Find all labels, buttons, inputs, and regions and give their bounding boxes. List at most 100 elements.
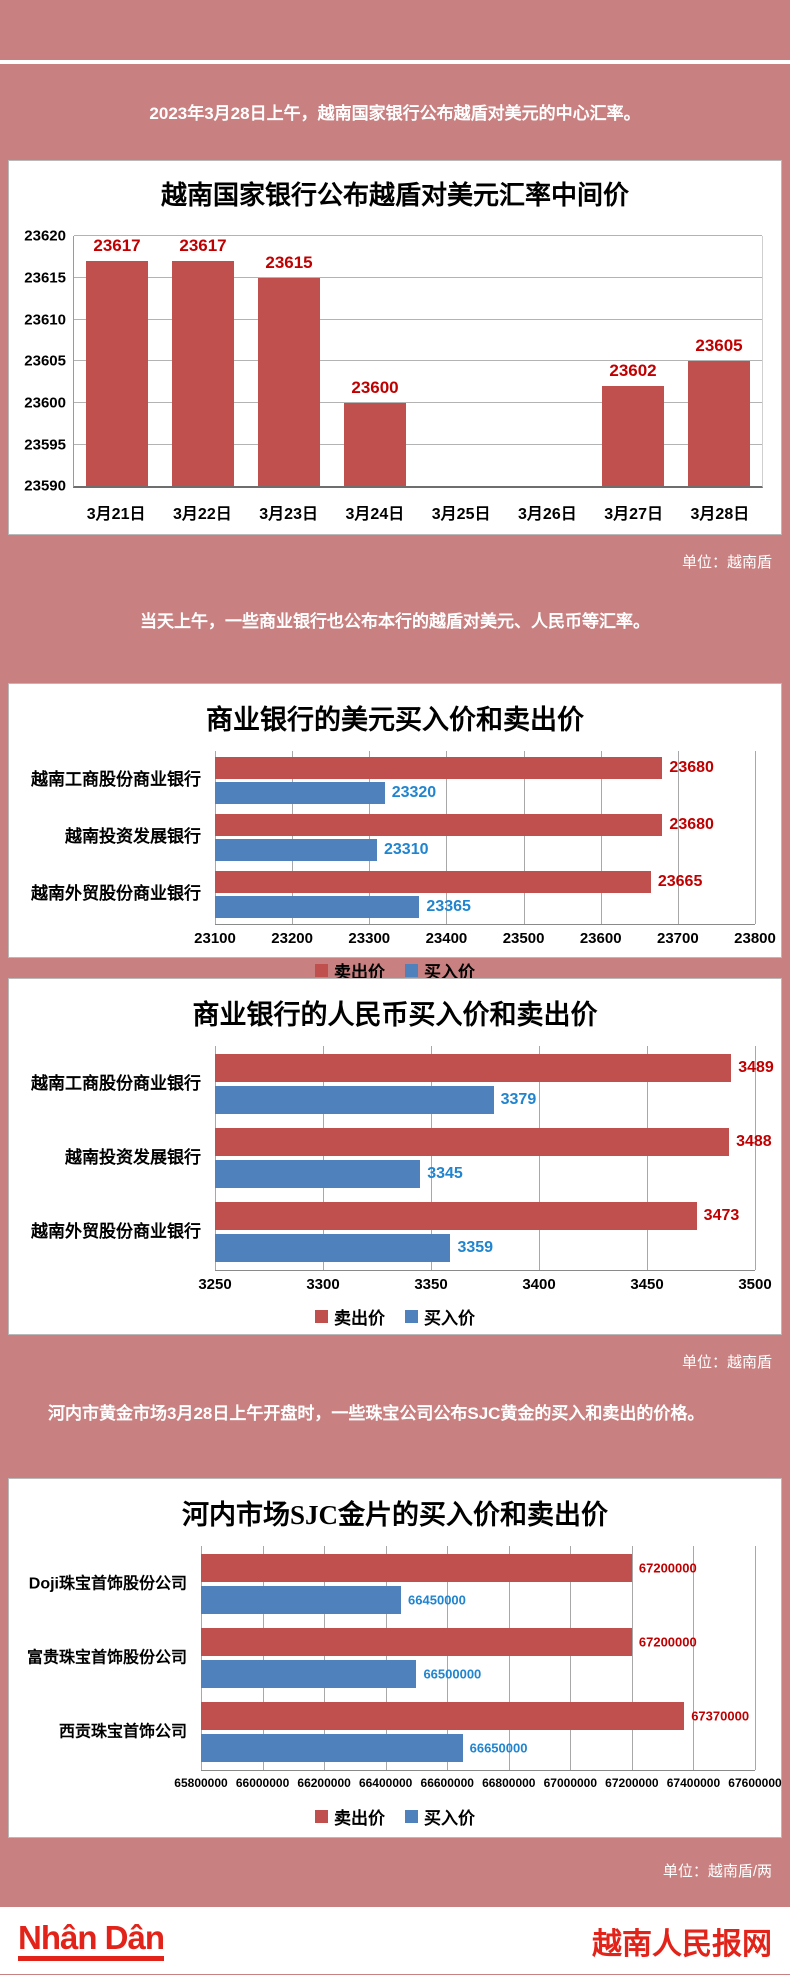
- plot-area: Doji珠宝首饰股份公司 67200000 66450000 富贵珠宝首饰股份公司 67…: [27, 1546, 756, 1772]
- x-axis-labels: 3250 3300 3350 3400 3450 3500: [198, 1275, 771, 1298]
- buy-value-label: 23310: [384, 840, 429, 858]
- buy-bar: 23310: [215, 838, 429, 861]
- plot-wrapper: 越南工商股份商业银行 3489 3379 越南投资发展银行 3488 3345 越南外贸股份…: [31, 1045, 774, 1298]
- sell-bar: 23680: [215, 813, 714, 836]
- x-axis-labels: 23100 23200 23300 23400 23500 23600 23700 23800: [194, 929, 776, 952]
- bar-3月27日: [602, 386, 664, 487]
- bar-value-label: 23617: [179, 236, 227, 256]
- sell-bar: 67200000: [201, 1628, 697, 1657]
- x-axis-tick: 23500: [502, 929, 545, 947]
- usd-rates-bar-chart: 越南工商股份商业银行 23680 23320 越南投资发展银行 23680 23310 越南…: [9, 750, 781, 983]
- sell-value-label: 23665: [657, 872, 703, 890]
- bar-3月21日: [86, 261, 148, 487]
- gridline: [570, 1546, 572, 1771]
- gridline: [755, 750, 756, 924]
- category-group: 越南投资发展银行 3488 3345: [65, 1127, 772, 1188]
- x-axis-tick: 23800: [734, 929, 776, 947]
- chart-panel-usd-rates: 商业银行的美元买入价和卖出价 越南工商股份商业银行 23680 23320 越南投资发…: [8, 682, 782, 982]
- legend-item-buy: 买入价: [405, 1304, 475, 1329]
- gridline: [74, 235, 762, 237]
- category-group: 富贵珠宝首饰股份公司 67200000 66500000: [27, 1628, 755, 1689]
- sell-bar: 3473: [215, 1201, 739, 1230]
- gridline: [74, 360, 762, 362]
- chart-title-gold-prices: 河内市场SJC金片的买入价和卖出价: [181, 1500, 608, 1531]
- intro-paragraph-gold-market: 河内市黄金市场3月28日上午开盘时，一些珠宝公司公布SJC黄金的买入和卖出的价格…: [48, 1403, 705, 1423]
- buy-bar: 66450000: [201, 1586, 466, 1615]
- gridline: [74, 318, 762, 320]
- x-axis-tick: 66000000: [235, 1776, 290, 1791]
- gridline: [215, 750, 216, 924]
- x-axis-tick: 67200000: [605, 1776, 659, 1791]
- x-axis-tick: 66800000: [482, 1776, 536, 1791]
- x-axis-tick: 3月28日: [690, 506, 750, 524]
- plot-wrapper: Doji珠宝首饰股份公司 67200000 66450000 富贵珠宝首饰股份公司 67…: [27, 1546, 782, 1798]
- x-axis-tick: 3月22日: [173, 506, 232, 524]
- category-group: 越南工商股份商业银行 3489 3379: [31, 1053, 774, 1114]
- category-group: 越南外贸股份商业银行 3473 3359: [31, 1201, 755, 1262]
- category-label: 越南外贸股份商业银行: [31, 883, 201, 903]
- buy-value-label: 3345: [427, 1164, 463, 1182]
- legend-item-sell: 卖出价: [315, 958, 385, 983]
- legend-label: 买入价: [424, 1809, 475, 1829]
- bar-value-label: 23602: [609, 361, 657, 381]
- x-axis-tick: 3月27日: [604, 506, 663, 524]
- plot-area: 越南工商股份商业银行 23680 23320 越南投资发展银行 23680 23310 越南…: [31, 750, 756, 925]
- buy-bar: 66650000: [201, 1734, 527, 1763]
- chart-panel-gold-prices: 河内市场SJC金片的买入价和卖出价 Doji珠宝首饰股份公司 67200000 66…: [8, 1478, 782, 1839]
- x-axis-tick: 67600000: [728, 1776, 782, 1791]
- bar-3月24日: [344, 403, 406, 487]
- bar-3月28日: [688, 361, 750, 487]
- x-axis-tick: 67000000: [543, 1776, 598, 1791]
- chart-title-central-rate: 越南国家银行公布越盾对美元汇率中间价: [160, 181, 629, 211]
- central-rate-column-chart: 23590 23595 23600 23605 23610 23615 23620 23617…: [9, 229, 781, 524]
- category-label: 富贵珠宝首饰股份公司: [26, 1649, 187, 1667]
- buy-swatch-icon: [405, 963, 418, 977]
- category-label: 越南工商股份商业银行: [31, 1073, 201, 1093]
- y-axis-tick: 23600: [24, 394, 66, 412]
- site-name: 越南人民报网: [592, 1927, 772, 1961]
- sell-bar: 3488: [215, 1127, 772, 1156]
- bar-value-label: 23605: [695, 336, 743, 356]
- x-axis-tick: 66200000: [297, 1776, 351, 1791]
- buy-value-label: 23365: [426, 897, 471, 915]
- buy-value-label: 3379: [500, 1090, 537, 1108]
- category-label: 西贡珠宝首饰公司: [58, 1723, 187, 1741]
- x-axis-tick: 3月25日: [431, 506, 491, 524]
- nhandan-logo: Nhân Dân: [18, 1921, 165, 1961]
- gold-prices-bar-chart: Doji珠宝首饰股份公司 67200000 66450000 富贵珠宝首饰股份公司 67…: [9, 1546, 782, 1829]
- buy-value-label: 23320: [391, 783, 437, 801]
- gridline: [508, 1546, 510, 1771]
- x-axis-tick: 23700: [656, 929, 699, 947]
- x-axis-tick: 3400: [522, 1275, 556, 1293]
- gridline: [369, 750, 371, 924]
- unit-label-3: 单位：越南盾/两: [662, 1863, 772, 1881]
- x-axis-tick: 65800000: [174, 1776, 228, 1791]
- gridline: [201, 1546, 202, 1771]
- gridline: [755, 1045, 756, 1270]
- x-axis-tick: 3250: [198, 1275, 232, 1293]
- gridline: [693, 1546, 695, 1771]
- y-axis-tick: 23590: [24, 477, 66, 495]
- sell-value-label: 3489: [738, 1058, 774, 1076]
- sell-value-label: 23680: [669, 815, 714, 833]
- x-axis-tick: 23600: [579, 929, 622, 947]
- cny-rates-bar-chart: 越南工商股份商业银行 3489 3379 越南投资发展银行 3488 3345 越南外贸股份…: [9, 1045, 781, 1329]
- gridline: [631, 1546, 633, 1771]
- unit-label-2: 单位：越南盾: [681, 1353, 772, 1371]
- x-axis-tick: 3300: [306, 1275, 340, 1293]
- unit-label-1: 单位：越南盾: [681, 554, 772, 572]
- chart-title-usd-rates: 商业银行的美元买入价和卖出价: [206, 704, 584, 735]
- gridline: [323, 1045, 324, 1270]
- category-label: 越南工商股份商业银行: [31, 769, 201, 789]
- buy-value-label: 66450000: [408, 1592, 466, 1608]
- x-axis-tick: 3450: [630, 1275, 664, 1293]
- top-band: [0, 0, 790, 60]
- buy-swatch-icon: [405, 1309, 418, 1323]
- x-axis-tick: 66400000: [358, 1776, 413, 1791]
- sell-bar: 23680: [215, 756, 714, 779]
- category-group: 越南外贸股份商业银行 23665 23365: [31, 870, 755, 918]
- sell-value-label: 67370000: [691, 1708, 750, 1724]
- sell-swatch-icon: [315, 1309, 328, 1323]
- intro-paragraph-central-rate: 2023年3月28日上午，越南国家银行公布越盾对美元的中心汇率。: [149, 104, 641, 123]
- chart-legend: 卖出价 买入价: [9, 1804, 781, 1829]
